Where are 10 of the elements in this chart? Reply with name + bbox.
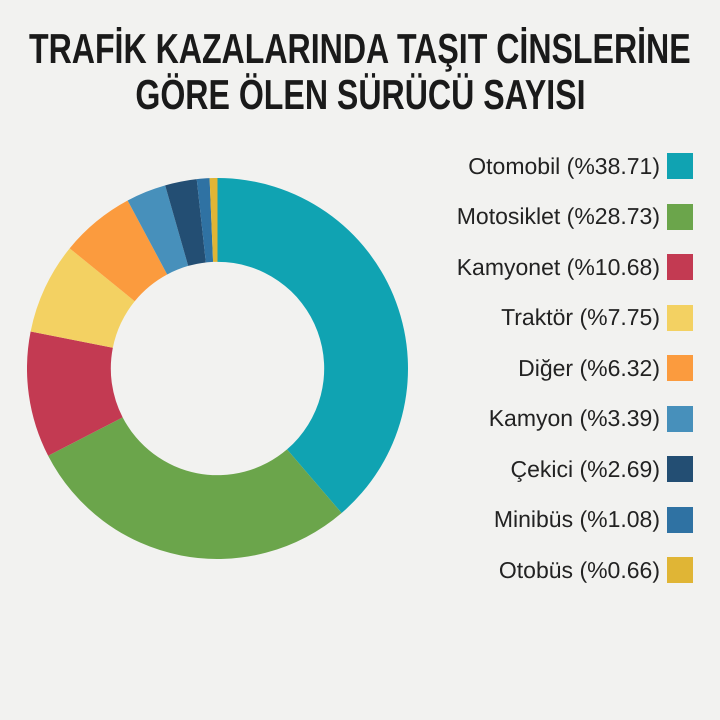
chart-title: TRAFİK KAZALARINDA TAŞIT CİNSLERİNE GÖRE ÖLEN SÜRÜCÜ SAYISI [29,25,691,118]
legend-label: Kamyonet (%10.68) [456,254,660,281]
legend-label: Kamyon (%3.39) [488,405,660,432]
legend-label: Traktör (%7.75) [501,304,660,332]
legend-label: Diğer (%6.32) [518,354,660,382]
legend-label: Minibüs (%1.08) [494,506,660,534]
legend-label: Otomobil (%38.71) [468,152,660,180]
legend-label: Otobüs (%0.66) [498,556,660,584]
legend-label: Çekici (%2.69) [510,456,660,483]
legend-label: Motosiklet (%28.73) [456,203,660,230]
